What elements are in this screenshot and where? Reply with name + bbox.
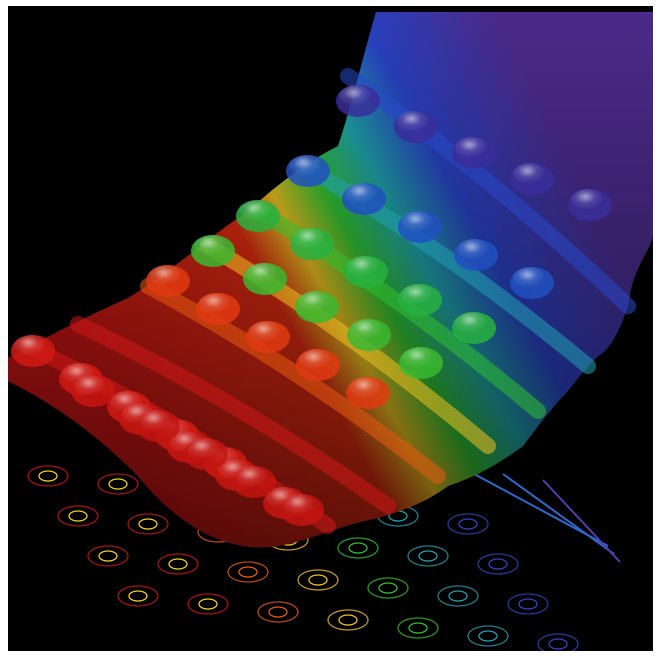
bump-highlight bbox=[149, 265, 181, 287]
surface-plot bbox=[8, 12, 653, 651]
wave-crest bbox=[295, 158, 596, 374]
contour-ring-inner bbox=[408, 622, 428, 634]
surface-body bbox=[8, 12, 653, 548]
contour-ring-inner bbox=[128, 590, 148, 602]
bump-highlight bbox=[402, 347, 434, 369]
contour-ring-inner bbox=[38, 470, 58, 482]
contour-ring-inner bbox=[168, 558, 188, 570]
bump-highlight bbox=[513, 163, 545, 185]
contour-ring-inner bbox=[458, 518, 478, 530]
bump-highlight bbox=[571, 189, 603, 211]
contour-ring-inner bbox=[308, 574, 328, 586]
surface-bumps bbox=[11, 85, 612, 526]
contour-ring-inner bbox=[98, 550, 118, 562]
bump-highlight bbox=[187, 438, 219, 460]
contour-ring-inner bbox=[488, 558, 508, 570]
bump-highlight bbox=[339, 85, 371, 107]
contour-ring bbox=[367, 577, 409, 599]
bump-highlight bbox=[401, 211, 433, 233]
contour-ring bbox=[57, 505, 99, 527]
bump-highlight bbox=[347, 256, 379, 278]
bump-highlight bbox=[235, 466, 267, 488]
contour-ring bbox=[507, 593, 549, 615]
contour-ring bbox=[127, 513, 169, 535]
contour-ring-inner bbox=[448, 590, 468, 602]
bump-highlight bbox=[194, 235, 226, 257]
contour-ring-inner bbox=[198, 598, 218, 610]
contour-ring bbox=[27, 465, 69, 487]
contour-ring bbox=[397, 617, 439, 639]
contour-ring bbox=[407, 545, 449, 567]
bump-highlight bbox=[199, 293, 231, 315]
contour-ring-inner bbox=[378, 582, 398, 594]
bump-highlight bbox=[246, 263, 278, 285]
bump-highlight bbox=[299, 349, 331, 371]
contour-ring-inner bbox=[138, 518, 158, 530]
bump-highlight bbox=[345, 183, 377, 205]
bump-highlight bbox=[349, 377, 381, 399]
bump-highlight bbox=[14, 335, 46, 357]
contour-ring bbox=[187, 593, 229, 615]
contour-ring-inner bbox=[518, 598, 538, 610]
bump-highlight bbox=[139, 410, 171, 432]
contour-ring bbox=[97, 473, 139, 495]
contour-ring bbox=[477, 553, 519, 575]
contour-ring bbox=[327, 609, 369, 631]
bump-highlight bbox=[455, 137, 487, 159]
bump-highlight bbox=[298, 291, 330, 313]
contour-ring bbox=[447, 513, 489, 535]
contour-ring-inner bbox=[108, 478, 128, 490]
contour-stripe bbox=[542, 479, 621, 563]
contour-ring bbox=[117, 585, 159, 607]
wave-crest bbox=[70, 316, 396, 514]
contour-ring-inner bbox=[348, 542, 368, 554]
contour-ring-inner bbox=[268, 606, 288, 618]
bump-highlight bbox=[74, 375, 106, 397]
bump-highlight bbox=[457, 239, 489, 261]
bump-highlight bbox=[455, 312, 487, 334]
contour-ring-inner bbox=[478, 630, 498, 642]
contour-ring bbox=[157, 553, 199, 575]
bump-highlight bbox=[249, 321, 281, 343]
contour-stripe bbox=[502, 473, 615, 555]
contour-ring-inner bbox=[338, 614, 358, 626]
contour-ring bbox=[337, 537, 379, 559]
contour-ring-inner bbox=[418, 550, 438, 562]
wave-crest bbox=[140, 278, 446, 484]
contour-ring bbox=[297, 569, 339, 591]
bump-highlight bbox=[289, 155, 321, 177]
contour-ring bbox=[227, 561, 269, 583]
bump-highlight bbox=[283, 494, 315, 516]
contour-ring-inner bbox=[68, 510, 88, 522]
contour-ring bbox=[537, 633, 579, 651]
bump-highlight bbox=[239, 200, 271, 222]
bump-highlight bbox=[513, 267, 545, 289]
contour-ring bbox=[467, 625, 509, 647]
bump-highlight bbox=[401, 284, 433, 306]
wave-crest bbox=[250, 203, 546, 419]
contour-ring bbox=[87, 545, 129, 567]
contour-ring bbox=[257, 601, 299, 623]
bump-highlight bbox=[293, 228, 325, 250]
figure-frame bbox=[8, 6, 653, 651]
contour-ring bbox=[437, 585, 479, 607]
contour-ring-inner bbox=[238, 566, 258, 578]
bump-highlight bbox=[350, 319, 382, 341]
wave-crest bbox=[340, 68, 636, 314]
contour-ring-inner bbox=[548, 638, 568, 650]
bump-highlight bbox=[397, 111, 429, 133]
